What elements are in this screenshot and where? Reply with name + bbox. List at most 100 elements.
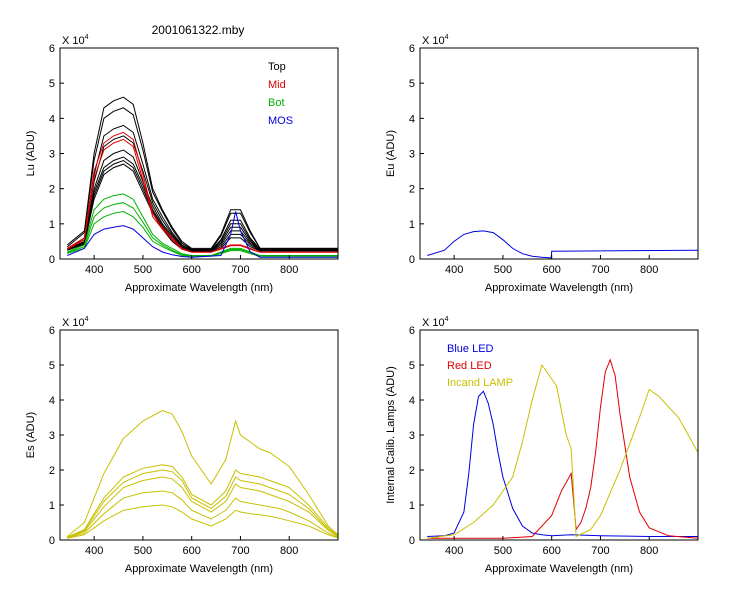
- series-line-eu-1: [427, 230, 699, 259]
- series-line-top-8: [67, 163, 338, 253]
- y-axis-label: Eu (ADU): [385, 130, 397, 177]
- x-tick-label: 500: [494, 545, 512, 557]
- y-tick-label: 0: [49, 535, 55, 547]
- series-line-es-5: [67, 490, 339, 539]
- x-tick-label: 500: [134, 264, 152, 276]
- y-tick-label: 2: [409, 184, 415, 196]
- x-tick-label: 800: [280, 264, 298, 276]
- y-tick-label: 4: [409, 395, 415, 407]
- series-line-top-1: [66, 96, 338, 249]
- y-axis-exponent: X 104: [62, 316, 89, 329]
- series-line-es-3: [67, 469, 339, 538]
- plot-frame: [59, 329, 339, 541]
- figure-title: 2001061322.mby: [152, 23, 245, 37]
- legend-entry-top: Top: [268, 61, 286, 73]
- series-line-mos-1: [67, 211, 338, 258]
- chart-panel-lamps: 400 500 600 700 800 0 1 2 3 4 5 6 X 104 Approximate W…: [385, 316, 699, 575]
- series-line-red-led-1: [427, 358, 699, 539]
- x-tick-label: 500: [134, 545, 152, 557]
- x-tick-label: 600: [543, 264, 561, 276]
- y-axis-exponent-power: 4: [85, 316, 89, 323]
- x-tick-label: 600: [183, 545, 201, 557]
- y-tick-label: 5: [409, 360, 415, 372]
- series-line-bot-3: [67, 210, 338, 257]
- y-tick-label: 2: [409, 465, 415, 477]
- plot-frame: [419, 47, 699, 260]
- x-tick-label: 800: [640, 545, 658, 557]
- x-tick-label: 400: [85, 545, 103, 557]
- y-tick-label: 1: [409, 500, 415, 512]
- series-line-bot-1: [67, 193, 338, 256]
- y-tick-label: 6: [409, 43, 415, 55]
- series-line-top-4: [67, 135, 338, 251]
- y-tick-label: 1: [409, 219, 415, 231]
- x-axis-label: Approximate Wavelength (nm): [125, 563, 273, 575]
- y-tick-label: 4: [49, 395, 55, 407]
- y-tick-label: 6: [49, 325, 55, 337]
- series-line-blue-led-1: [427, 390, 698, 537]
- y-tick-label: 6: [409, 325, 415, 337]
- y-tick-label: 0: [49, 254, 55, 266]
- chart-panel-eu: 400 500 600 700 800 0 1 2 3 4 5 6 X 104 Approximate W…: [385, 34, 699, 294]
- y-tick-label: 5: [49, 360, 55, 372]
- series-line-top-5: [67, 149, 338, 252]
- y-tick-label: 4: [49, 113, 55, 125]
- x-tick-label: 700: [591, 264, 609, 276]
- y-tick-label: 1: [49, 500, 55, 512]
- y-tick-label: 0: [409, 535, 415, 547]
- y-axis-exponent: X 104: [422, 316, 449, 329]
- x-tick-label: 800: [280, 545, 298, 557]
- legend-entry-blue-led: Blue LED: [447, 343, 494, 355]
- series-line-top-7: [67, 159, 338, 252]
- x-tick-label: 400: [445, 264, 463, 276]
- series-line-incand-lamp-1: [427, 363, 699, 539]
- chart-panel-lu: 400 500 600 700 800 0 1 2 3 4 5 6 X 104 Approximate W…: [25, 34, 339, 294]
- series-line-mid-2: [67, 138, 338, 253]
- y-tick-label: 3: [49, 430, 55, 442]
- series-line-es-4: [67, 476, 339, 538]
- y-tick-label: 5: [409, 78, 415, 90]
- y-axis-exponent: X 104: [422, 34, 449, 47]
- legend-entry-red-led: Red LED: [447, 360, 492, 372]
- legend-entry-incand-lamp: Incand LAMP: [447, 377, 513, 389]
- x-axis-label: Approximate Wavelength (nm): [125, 282, 273, 294]
- y-tick-label: 2: [49, 465, 55, 477]
- y-axis-exponent-power: 4: [445, 316, 449, 323]
- y-axis-label: Es (ADU): [25, 412, 37, 458]
- y-tick-label: 3: [49, 149, 55, 161]
- y-axis-exponent-power: 4: [85, 34, 89, 41]
- x-axis-label: Approximate Wavelength (nm): [485, 282, 633, 294]
- x-tick-label: 400: [445, 545, 463, 557]
- y-tick-label: 2: [49, 184, 55, 196]
- y-tick-label: 3: [409, 149, 415, 161]
- legend-entry-mos: MOS: [268, 115, 293, 127]
- legend-entry-mid: Mid: [268, 79, 286, 91]
- series-line-top-6: [67, 156, 338, 252]
- legend-entry-bot: Bot: [268, 97, 285, 109]
- y-axis-label: Internal Calib. Lamps (ADU): [385, 366, 397, 504]
- series-line-es-1: [66, 409, 339, 537]
- x-tick-label: 700: [231, 545, 249, 557]
- y-tick-label: 1: [49, 219, 55, 231]
- chart-panel-es: 400 500 600 700 800 0 1 2 3 4 5 6 X 104 Approximate W…: [25, 316, 339, 575]
- x-tick-label: 700: [591, 545, 609, 557]
- series-line-es-2: [67, 464, 339, 538]
- x-tick-label: 600: [543, 545, 561, 557]
- x-axis-label: Approximate Wavelength (nm): [485, 563, 633, 575]
- y-tick-label: 0: [409, 254, 415, 266]
- y-tick-label: 6: [49, 43, 55, 55]
- series-line-bot-2: [67, 202, 338, 257]
- series-line-top-3: [67, 124, 338, 251]
- y-tick-label: 4: [409, 113, 415, 125]
- y-tick-label: 5: [49, 78, 55, 90]
- series-line-es-6: [67, 504, 339, 539]
- x-tick-label: 700: [231, 264, 249, 276]
- x-tick-label: 600: [183, 264, 201, 276]
- series-line-top-2: [66, 107, 338, 250]
- y-axis-label: Lu (ADU): [25, 131, 37, 177]
- series-line-mid-1: [67, 131, 338, 253]
- x-tick-label: 400: [85, 264, 103, 276]
- x-tick-label: 500: [494, 264, 512, 276]
- y-tick-label: 3: [409, 430, 415, 442]
